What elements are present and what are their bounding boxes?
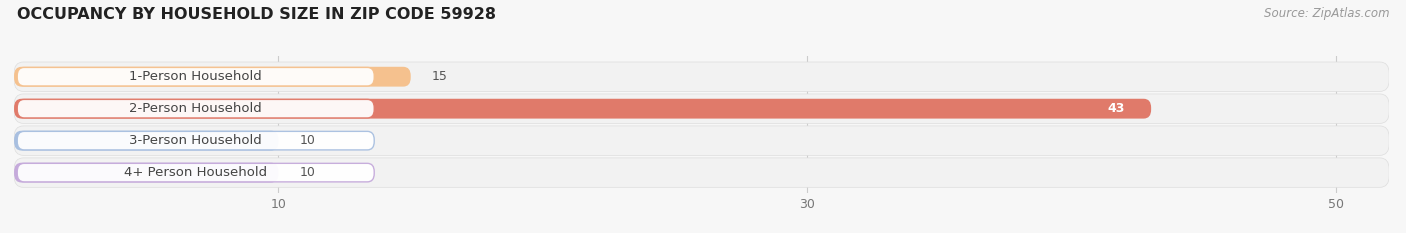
Text: 1-Person Household: 1-Person Household bbox=[129, 70, 262, 83]
Text: 10: 10 bbox=[299, 166, 315, 179]
Text: 43: 43 bbox=[1108, 102, 1125, 115]
FancyBboxPatch shape bbox=[14, 163, 278, 182]
Text: 15: 15 bbox=[432, 70, 447, 83]
FancyBboxPatch shape bbox=[14, 131, 278, 151]
FancyBboxPatch shape bbox=[14, 99, 1152, 119]
Text: OCCUPANCY BY HOUSEHOLD SIZE IN ZIP CODE 59928: OCCUPANCY BY HOUSEHOLD SIZE IN ZIP CODE … bbox=[17, 7, 496, 22]
FancyBboxPatch shape bbox=[17, 67, 374, 86]
FancyBboxPatch shape bbox=[17, 99, 374, 118]
Text: 10: 10 bbox=[299, 134, 315, 147]
FancyBboxPatch shape bbox=[14, 62, 1389, 91]
Text: 3-Person Household: 3-Person Household bbox=[129, 134, 262, 147]
FancyBboxPatch shape bbox=[14, 94, 1389, 123]
FancyBboxPatch shape bbox=[17, 131, 374, 150]
FancyBboxPatch shape bbox=[14, 67, 411, 87]
Text: Source: ZipAtlas.com: Source: ZipAtlas.com bbox=[1264, 7, 1389, 20]
FancyBboxPatch shape bbox=[17, 163, 374, 182]
FancyBboxPatch shape bbox=[14, 126, 1389, 155]
Text: 2-Person Household: 2-Person Household bbox=[129, 102, 262, 115]
Text: 4+ Person Household: 4+ Person Household bbox=[124, 166, 267, 179]
FancyBboxPatch shape bbox=[14, 158, 1389, 187]
